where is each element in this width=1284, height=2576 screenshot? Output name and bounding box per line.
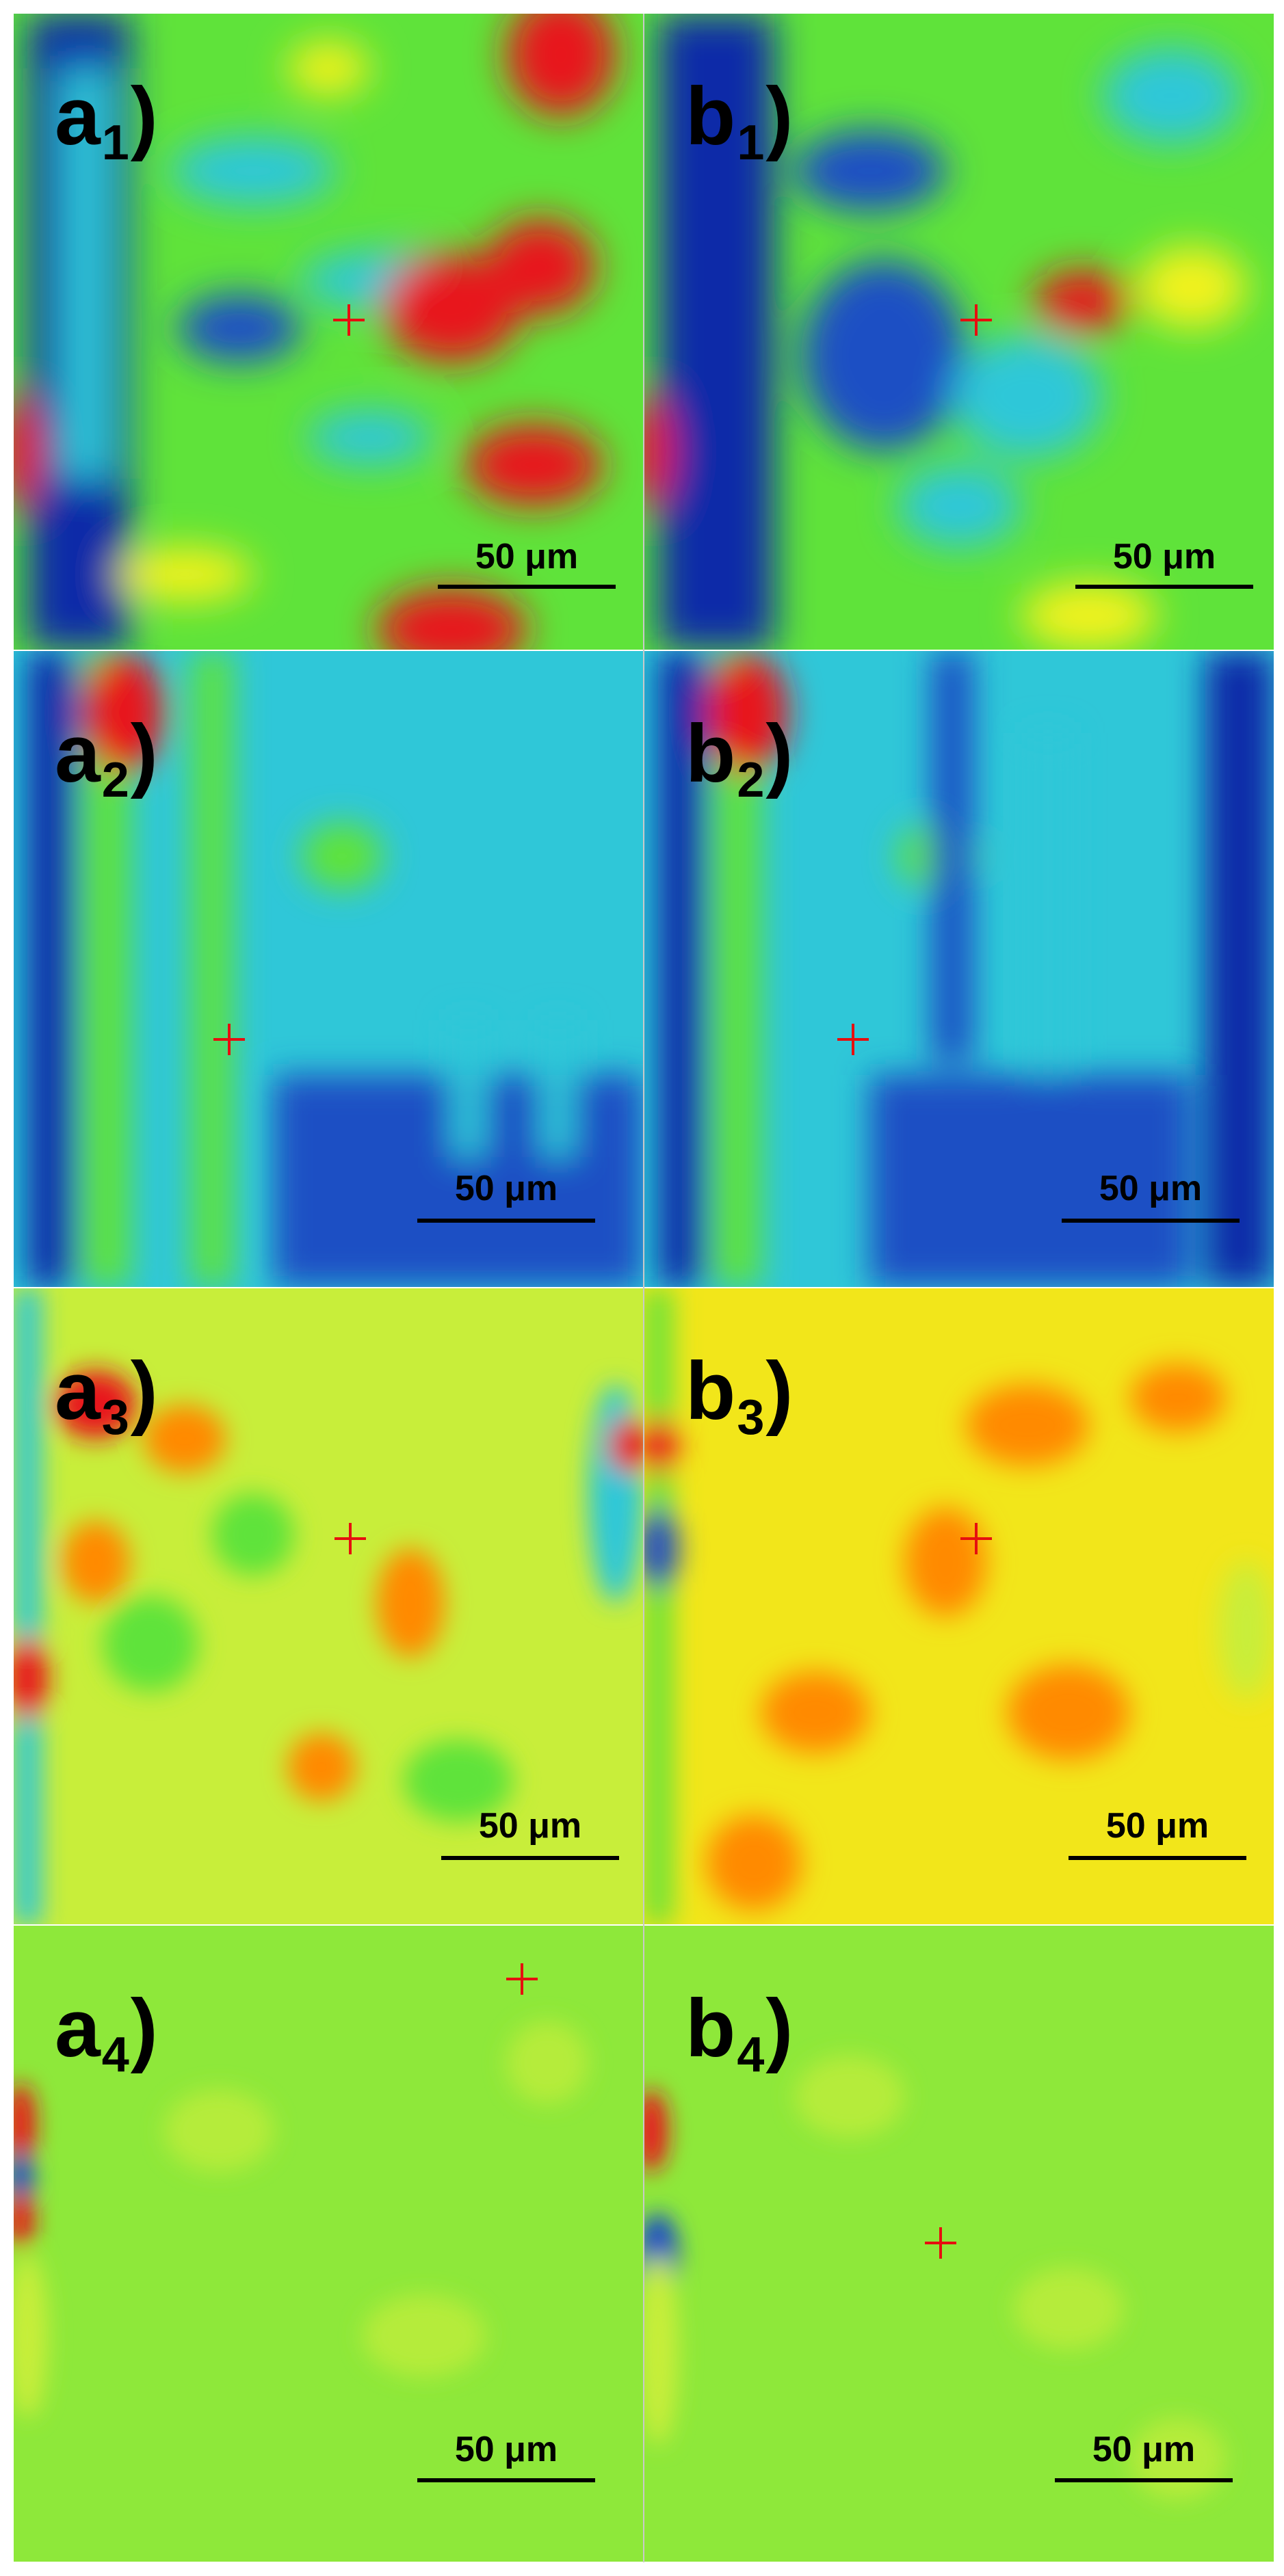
scalebar-b1 [1075, 585, 1253, 589]
panel-b1: b1) 50 μm [644, 14, 1274, 650]
panel-divider [643, 14, 644, 2562]
scalebar-label-a4: 50 μm [454, 2430, 558, 2469]
panel-label-a1: a1) [55, 70, 159, 170]
scalebar-b4 [1055, 2478, 1233, 2482]
panel-b3: b3) 50 μm [644, 1288, 1274, 1924]
scalebar-a1 [438, 585, 616, 589]
heatmap-b4 [644, 1926, 1274, 2562]
crosshair-marker [837, 1024, 869, 1055]
scalebar-a3 [441, 1856, 619, 1860]
crosshair-marker [960, 304, 992, 336]
panel-label-b1: b1) [685, 70, 795, 170]
crosshair-marker [506, 1963, 538, 1995]
crosshair-marker [333, 304, 365, 336]
panel-label-a2: a2) [55, 708, 159, 808]
heatmap-a3 [14, 1288, 643, 1924]
panel-b4: b4) 50 μm [644, 1926, 1274, 2562]
scalebar-label-b4: 50 μm [1092, 2430, 1196, 2469]
crosshair-marker [213, 1024, 245, 1055]
crosshair-marker [960, 1523, 992, 1554]
heatmap-a4 [14, 1926, 643, 2562]
figure: a1) 50 μm b1) 50 [14, 14, 1274, 2562]
scalebar-b3 [1069, 1856, 1246, 1860]
scalebar-a2 [417, 1219, 595, 1223]
heatmap-a2 [14, 651, 643, 1287]
scalebar-label-b2: 50 μm [1099, 1169, 1203, 1208]
panel-a2: a2) 50 μm [14, 651, 643, 1287]
panel-a1: a1) 50 μm [14, 14, 643, 650]
heatmap-b3 [644, 1288, 1274, 1924]
crosshair-marker [335, 1523, 366, 1554]
heatmap-b2 [644, 651, 1274, 1287]
crosshair-marker [925, 2227, 956, 2259]
panel-a4: a4) 50 μm [14, 1926, 643, 2562]
panel-b2: b2) 50 μm [644, 651, 1274, 1287]
heatmap-b1 [644, 14, 1274, 650]
panel-label-b3: b3) [685, 1345, 795, 1445]
panel-label-b2: b2) [685, 708, 795, 808]
panel-a3: a3) 50 μm [14, 1288, 643, 1924]
scalebar-label-b1: 50 μm [1112, 537, 1216, 576]
heatmap-a1 [14, 14, 643, 650]
scalebar-label-a1: 50 μm [475, 537, 579, 576]
panel-label-a4: a4) [55, 1982, 159, 2082]
panel-label-b4: b4) [685, 1982, 795, 2082]
scalebar-label-a3: 50 μm [478, 1806, 582, 1846]
scalebar-label-a2: 50 μm [454, 1169, 558, 1208]
scalebar-a4 [417, 2478, 595, 2482]
panel-label-a3: a3) [55, 1345, 159, 1445]
scalebar-label-b3: 50 μm [1105, 1806, 1209, 1846]
scalebar-b2 [1062, 1219, 1240, 1223]
